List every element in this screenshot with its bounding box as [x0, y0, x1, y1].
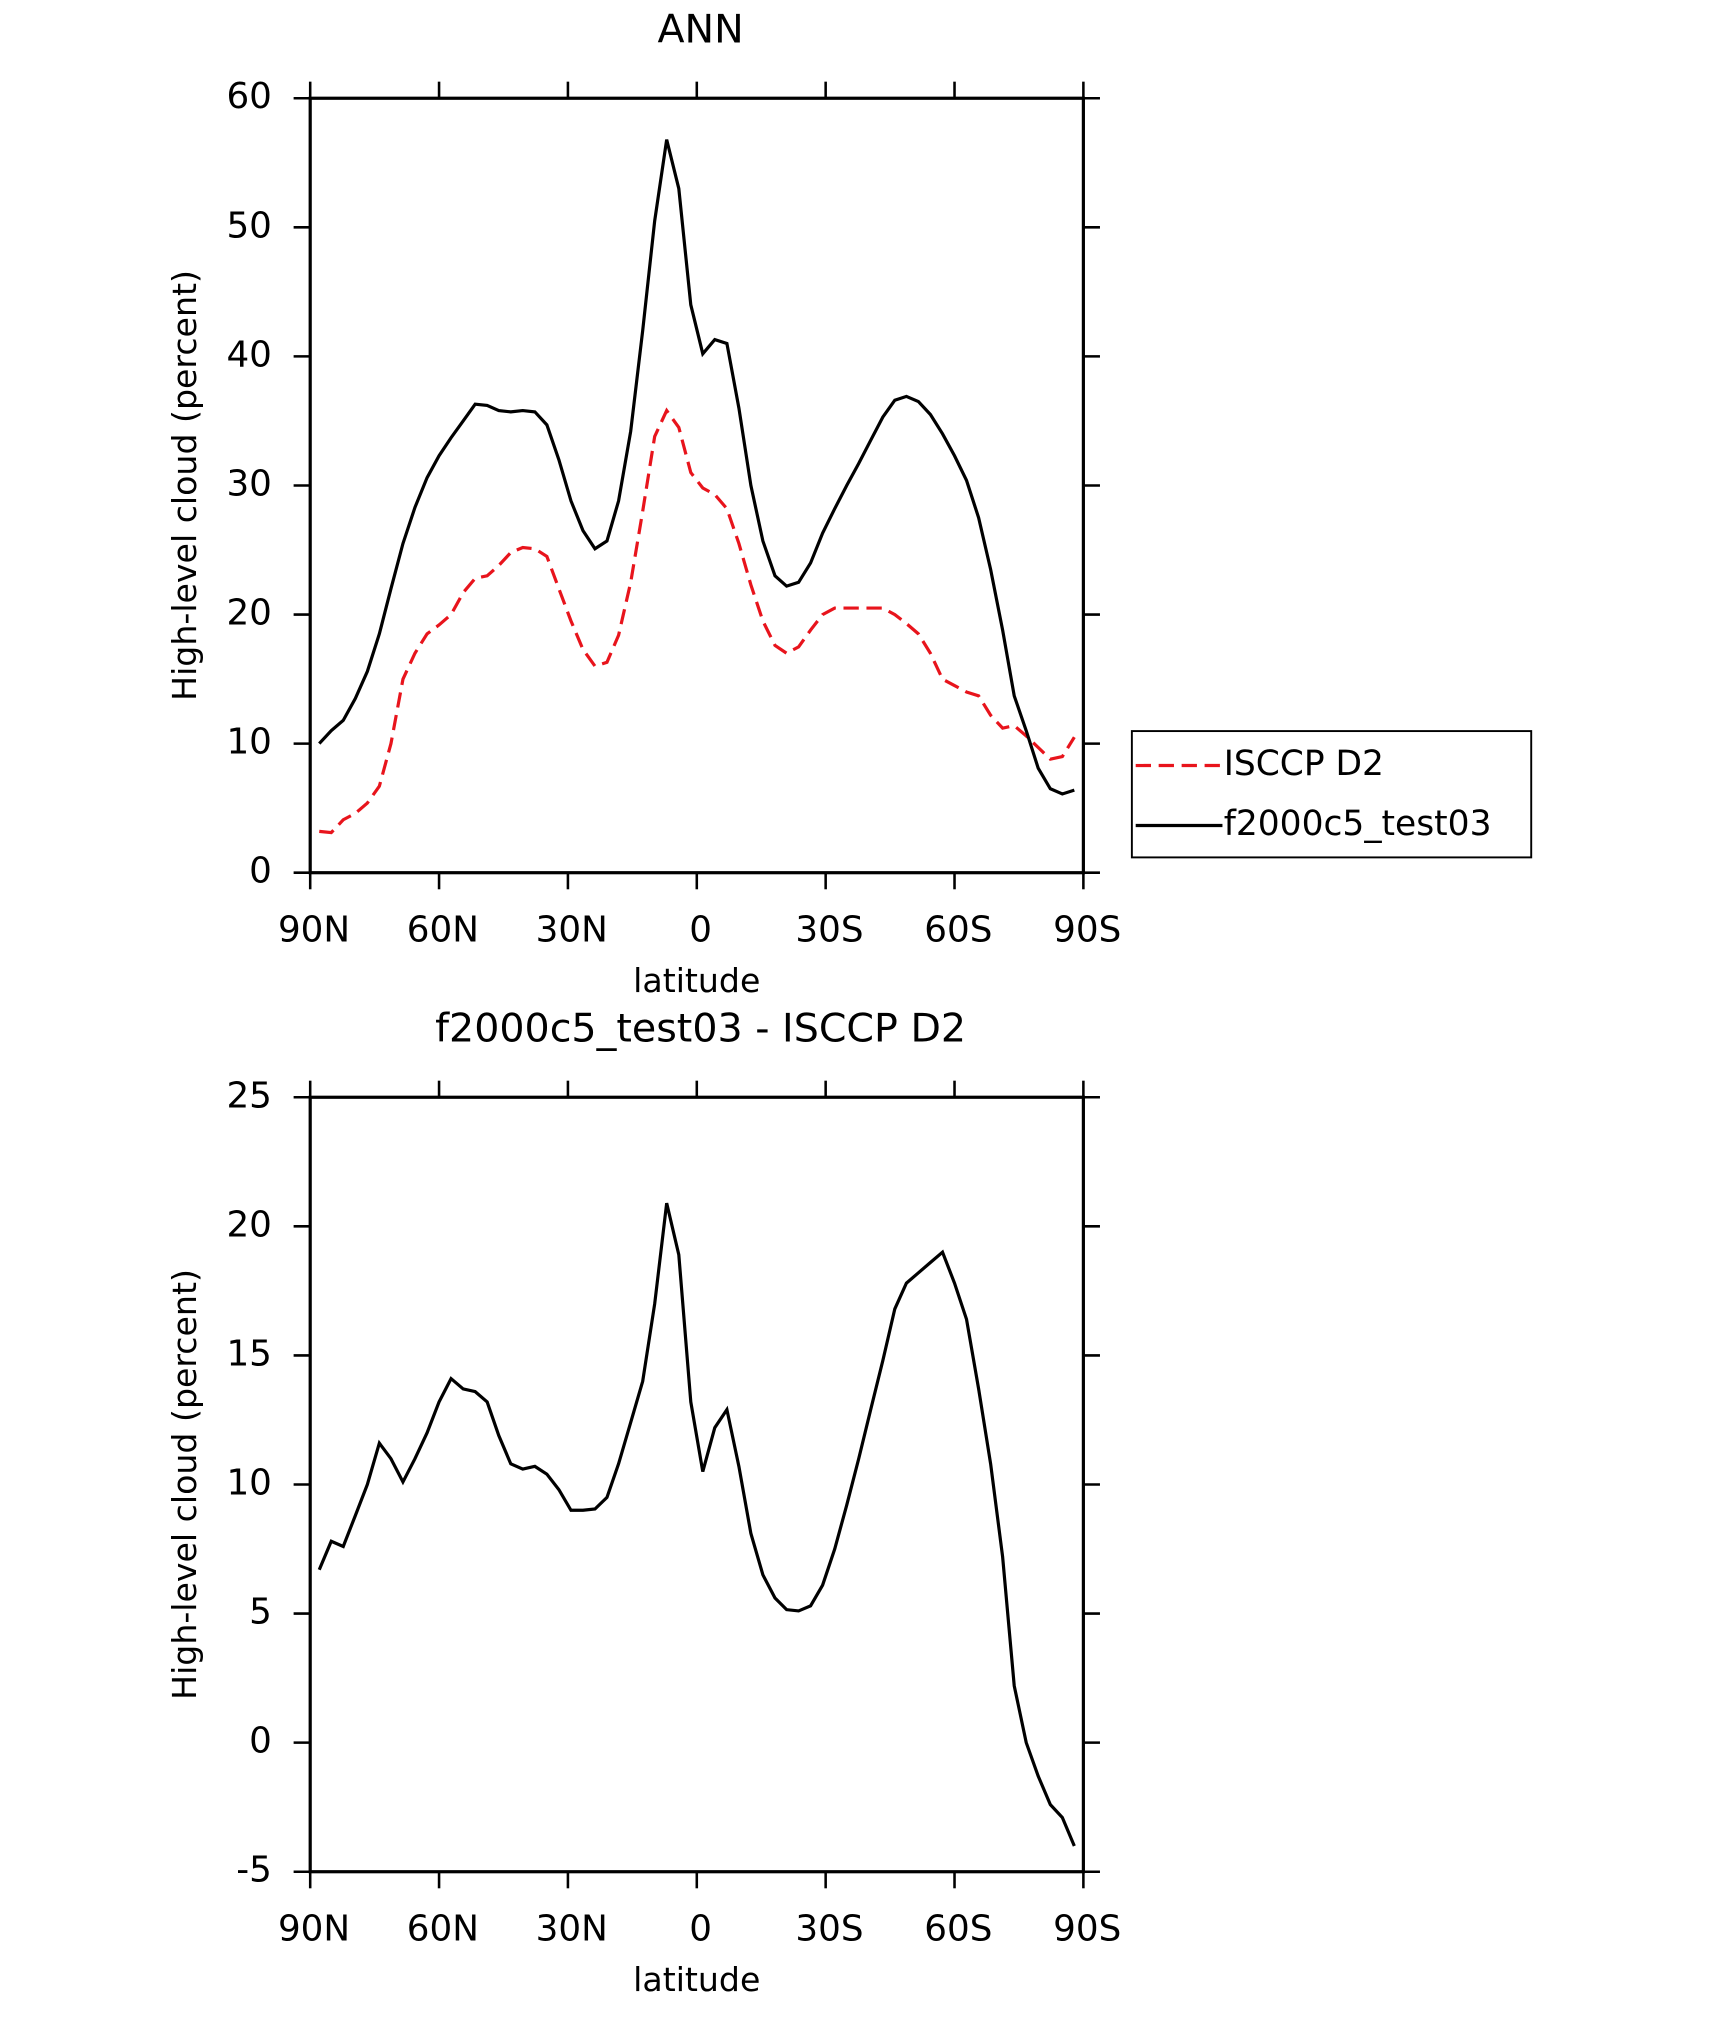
- chart-title: f2000c5_test03 - ISCCP D2: [435, 1005, 966, 1051]
- x-tick-label: 90S: [1053, 1908, 1121, 1949]
- x-tick-label: 0: [689, 909, 712, 950]
- x-tick-label: 60N: [407, 1908, 479, 1949]
- y-tick-label: 50: [226, 205, 271, 246]
- legend-box: [1130, 730, 1533, 859]
- y-tick-label: 5: [249, 1592, 272, 1633]
- x-tick-label: 90S: [1053, 909, 1121, 950]
- y-tick-label: 20: [226, 1204, 271, 1245]
- data-line: [319, 407, 1076, 835]
- y-axis-label: High-level cloud (percent): [165, 1269, 204, 1700]
- plot-frame: [308, 96, 1085, 875]
- y-axis-label: High-level cloud (percent): [165, 270, 204, 701]
- x-axis-label: latitude: [633, 961, 760, 1000]
- y-tick-label: 10: [226, 722, 271, 763]
- y-tick-label: 30: [226, 463, 271, 504]
- y-tick-label: 20: [226, 593, 271, 634]
- x-tick-label: 30N: [536, 909, 608, 950]
- y-tick-label: 10: [226, 1462, 271, 1503]
- y-tick-label: 25: [226, 1075, 271, 1116]
- x-tick-label: 30S: [795, 1908, 863, 1949]
- legend-label: f2000c5_test03: [1224, 804, 1492, 844]
- chart-title: ANN: [658, 6, 744, 52]
- legend-label: ISCCP D2: [1224, 744, 1384, 784]
- x-tick-label: 60S: [924, 1908, 992, 1949]
- y-tick-label: 15: [226, 1333, 271, 1374]
- y-tick-label: 0: [249, 851, 272, 892]
- x-tick-label: 90N: [278, 909, 350, 950]
- x-axis-label: latitude: [633, 1960, 760, 1999]
- x-tick-label: 60N: [407, 909, 479, 950]
- y-tick-label: 60: [226, 76, 271, 117]
- y-tick-label: -5: [236, 1850, 272, 1891]
- data-line: [318, 139, 1075, 796]
- data-line: [317, 1202, 1076, 1847]
- x-tick-label: 90N: [278, 1908, 350, 1949]
- x-tick-label: 30S: [795, 909, 863, 950]
- plot-frame: [308, 1095, 1085, 1874]
- x-tick-label: 30N: [536, 1908, 608, 1949]
- x-tick-label: 0: [689, 1908, 712, 1949]
- y-tick-label: 0: [249, 1721, 272, 1762]
- y-tick-label: 40: [226, 334, 271, 375]
- x-tick-label: 60S: [924, 909, 992, 950]
